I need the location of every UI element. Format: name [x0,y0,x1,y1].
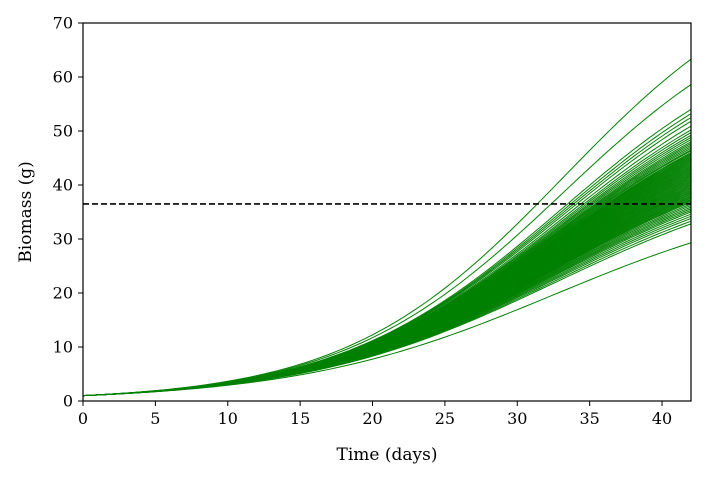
x-axis-ticks: 0 5 10 15 20 25 30 35 40 [78,401,672,428]
y-axis-ticks: 0 10 20 30 40 50 60 70 [53,14,83,411]
growth-curve-78 [82,242,692,397]
growth-curve-30 [82,162,692,397]
growth-curve-19 [82,150,692,397]
y-tick-label-70: 70 [53,14,73,33]
y-tick-label-20: 20 [53,284,73,303]
x-tick-label-40: 40 [652,409,672,428]
growth-curve-22 [82,154,692,397]
y-tick-label-0: 0 [63,392,73,411]
growth-curve-9 [82,132,692,397]
y-tick-label-40: 40 [53,176,73,195]
x-tick-label-20: 20 [362,409,382,428]
growth-curve-16 [82,146,692,397]
growth-curve-14 [82,142,692,397]
growth-curve-12 [82,139,692,397]
x-axis-label: Time (days) [337,445,438,465]
x-tick-label-10: 10 [218,409,238,428]
y-tick-label-50: 50 [53,122,73,141]
growth-curves [82,58,692,397]
y-tick-label-30: 30 [53,230,73,249]
x-tick-label-35: 35 [579,409,599,428]
growth-curve-26 [82,158,692,397]
x-tick-label-5: 5 [150,409,160,428]
x-tick-label-0: 0 [78,409,88,428]
y-axis-label: Biomass (g) [16,161,36,262]
x-tick-label-15: 15 [290,409,310,428]
growth-curve-18 [82,149,692,397]
x-tick-label-30: 30 [507,409,527,428]
growth-curve-21 [82,153,692,397]
growth-curve-10 [82,134,692,397]
x-tick-label-25: 25 [435,409,455,428]
plot-frame [82,22,692,402]
y-tick-label-10: 10 [53,338,73,357]
growth-curve-6 [82,120,692,397]
y-tick-label-60: 60 [53,68,73,87]
